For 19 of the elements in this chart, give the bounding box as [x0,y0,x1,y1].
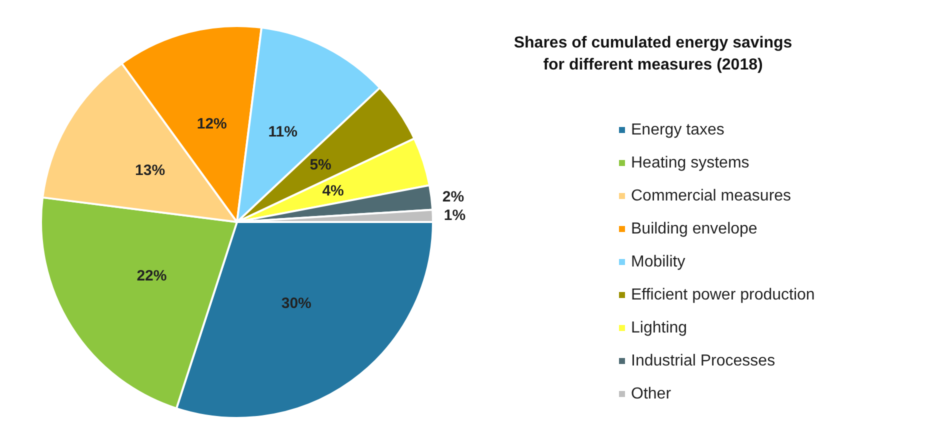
legend-label: Building envelope [631,220,758,238]
data-label: 30% [281,295,312,312]
data-label: 5% [310,156,332,174]
data-label: 2% [442,188,464,206]
legend-label: Industrial Processes [631,352,776,370]
legend-label: Heating systems [631,154,750,172]
legend-label: Energy taxes [631,122,724,138]
legend-label: Commercial measures [631,188,792,204]
data-label: 13% [135,162,166,180]
data-label: 4% [322,182,344,200]
data-label: 22% [136,268,167,285]
data-label: 12% [196,116,227,133]
text: Shares of cumulated energy savings for different measures (2018) [514,34,792,74]
data-label: 1% [444,207,466,224]
legend-label: Lighting [631,320,688,336]
legend-label: Other [631,386,672,402]
data-label: 11% [268,124,298,141]
legend-label: Mobility [631,254,686,270]
legend-label: Efficient power production [631,286,815,304]
